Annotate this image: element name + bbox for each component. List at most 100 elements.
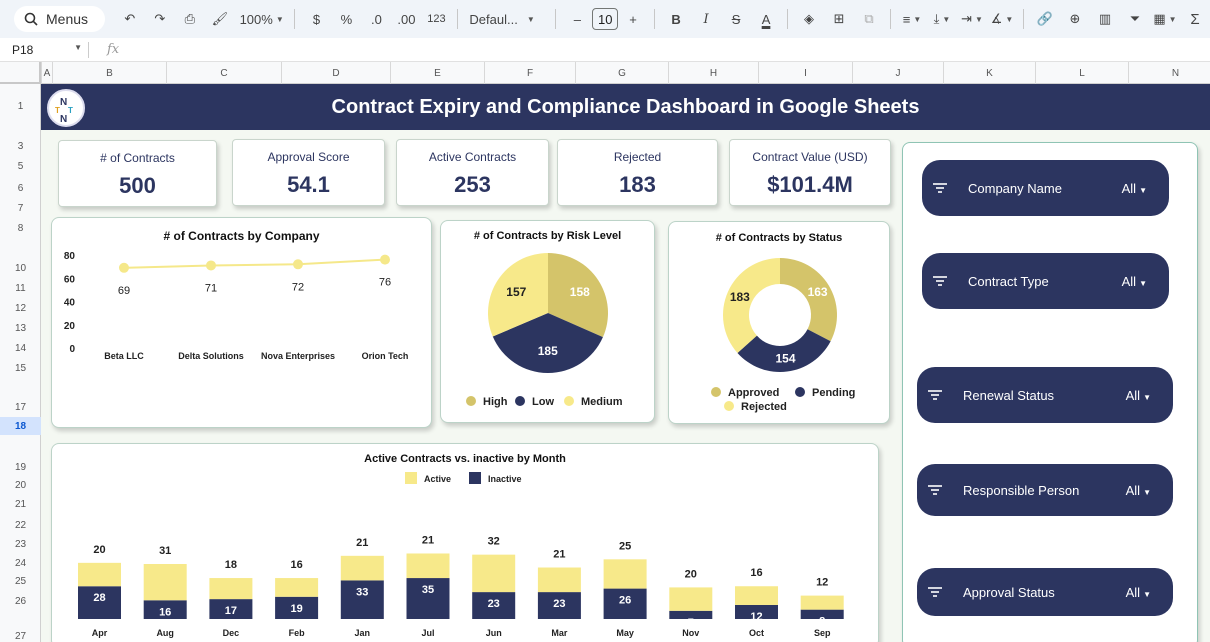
column-header-j[interactable]: J <box>852 62 943 84</box>
row-header-10[interactable]: 10 <box>14 262 27 274</box>
undo-icon[interactable]: ↶ <box>124 11 136 26</box>
filter-icon[interactable]: ⏷ <box>1129 11 1141 26</box>
row-header-6[interactable]: 6 <box>17 182 24 194</box>
row-header-12[interactable]: 12 <box>14 302 27 314</box>
row-header-5[interactable]: 5 <box>17 160 24 172</box>
filter-value[interactable]: All ▼ <box>1126 585 1151 600</box>
chart-icon[interactable]: ▥ <box>1098 11 1112 26</box>
decrease-font-size-button[interactable]: – <box>573 11 581 27</box>
row-header-23[interactable]: 23 <box>14 538 27 550</box>
chart-contracts-by-status[interactable]: # of Contracts by Status 163 154 183 Approv… <box>668 221 890 424</box>
row-header-11[interactable]: 11 <box>15 282 26 294</box>
filter-renewal-status[interactable]: Renewal Status All ▼ <box>917 367 1173 423</box>
number-format-button[interactable]: 123 <box>427 13 446 25</box>
row-header-19[interactable]: 19 <box>14 461 27 473</box>
row-header-21[interactable]: 21 <box>14 498 27 510</box>
fill-color-icon[interactable]: ◈ <box>804 11 815 26</box>
row-header-15[interactable]: 15 <box>14 362 27 374</box>
data-label-inactive: 23 <box>488 598 500 610</box>
filter-responsible-person[interactable]: Responsible Person All ▼ <box>917 464 1173 516</box>
filter-value[interactable]: All ▼ <box>1122 274 1147 289</box>
row-header-1[interactable]: 1 <box>17 100 24 112</box>
column-header-a[interactable]: A <box>41 62 52 84</box>
strikethrough-button[interactable]: S <box>731 11 741 27</box>
filter-value[interactable]: All ▼ <box>1126 388 1151 403</box>
column-header-b[interactable]: B <box>52 62 166 84</box>
merge-cells-icon[interactable]: ⧉ <box>864 11 874 26</box>
column-header-d[interactable]: D <box>281 62 390 84</box>
column-header-k[interactable]: K <box>943 62 1035 84</box>
filter-views-icon[interactable]: ▦ ▼ <box>1153 11 1177 26</box>
bold-button[interactable]: B <box>671 11 681 27</box>
row-header-3[interactable]: 3 <box>17 140 24 152</box>
chevron-down-icon: ▼ <box>1168 14 1177 24</box>
column-header-c[interactable]: C <box>166 62 281 84</box>
functions-button[interactable]: Σ <box>1190 10 1200 28</box>
filter-label: Company Name <box>968 180 1062 196</box>
text-rotation-icon[interactable]: ∡ ▼ <box>990 11 1014 26</box>
align-left-icon[interactable]: ≡ ▼ <box>902 11 922 27</box>
row-header-22[interactable]: 22 <box>14 519 27 531</box>
increase-font-size-button[interactable]: + <box>629 11 637 27</box>
increase-decimal-button[interactable]: .00 <box>397 11 416 27</box>
chevron-down-icon: ▼ <box>942 14 951 24</box>
column-header-i[interactable]: I <box>758 62 852 84</box>
text-color-button[interactable]: A <box>761 11 771 27</box>
row-header-14[interactable]: 14 <box>14 342 27 354</box>
row-header-27[interactable]: 27 <box>14 630 27 642</box>
filter-approval-status[interactable]: Approval Status All ▼ <box>917 568 1173 616</box>
select-all-corner[interactable] <box>0 62 41 84</box>
row-header-26[interactable]: 26 <box>14 595 27 607</box>
zoom-select[interactable]: 100% ▼ <box>238 7 286 31</box>
data-label-active: 25 <box>619 540 631 552</box>
redo-icon[interactable]: ↷ <box>154 11 166 26</box>
filter-value-text: All <box>1125 584 1141 600</box>
chart-title: # of Contracts by Status <box>715 232 843 244</box>
menus-search-button[interactable]: Menus <box>14 6 106 32</box>
row-header-8[interactable]: 8 <box>17 222 24 234</box>
paint-format-icon[interactable]: 🖌 <box>211 11 229 26</box>
font-size-input[interactable]: 10 <box>592 8 619 30</box>
filter-value-text: All <box>1121 273 1137 289</box>
column-header-n[interactable]: N <box>1128 62 1210 84</box>
font-select[interactable]: Defaul... ▼ <box>467 7 546 31</box>
chevron-down-icon: ▼ <box>1143 589 1151 599</box>
filter-value[interactable]: All ▼ <box>1126 483 1151 498</box>
print-icon[interactable]: ⎙ <box>184 11 196 26</box>
currency-format-button[interactable]: $ <box>312 11 321 27</box>
filter-contract-type[interactable]: Contract Type All ▼ <box>922 253 1169 309</box>
legend-label: Low <box>532 396 554 408</box>
row-header-24[interactable]: 24 <box>14 557 27 569</box>
row-header-17[interactable]: 17 <box>14 401 27 413</box>
column-header-g[interactable]: G <box>575 62 668 84</box>
slice-label: 163 <box>808 285 828 299</box>
decrease-decimal-button[interactable]: .0 <box>371 11 382 27</box>
percent-format-button[interactable]: % <box>340 11 353 27</box>
chart-active-vs-inactive[interactable]: Active Contracts vs. inactive by Month A… <box>51 443 879 642</box>
data-label-active: 12 <box>816 577 828 589</box>
row-header-25[interactable]: 25 <box>14 575 27 587</box>
borders-icon[interactable]: ⊞ <box>833 11 845 26</box>
filter-company-name[interactable]: Company Name All ▼ <box>922 160 1169 216</box>
italic-button[interactable]: I <box>703 11 709 27</box>
x-tick-label: Aug <box>156 628 174 638</box>
column-header-e[interactable]: E <box>390 62 484 84</box>
column-header-f[interactable]: F <box>484 62 575 84</box>
filter-value[interactable]: All ▼ <box>1122 181 1147 196</box>
row-header-7[interactable]: 7 <box>17 202 24 214</box>
name-box[interactable]: P18 ▼ <box>0 43 88 57</box>
row-header-13[interactable]: 13 <box>14 322 27 334</box>
row-header-20[interactable]: 20 <box>14 479 27 491</box>
text-wrap-icon[interactable]: ⇥ ▼ <box>961 11 983 26</box>
sheet-canvas[interactable]: N T T N Contract Expiry and Compliance D… <box>41 84 1210 642</box>
column-header-l[interactable]: L <box>1035 62 1128 84</box>
vertical-align-icon[interactable]: ⤓ ▼ <box>933 11 951 26</box>
row-header-18[interactable]: 18 <box>0 417 41 435</box>
link-icon[interactable]: 🔗 <box>1036 11 1054 26</box>
comment-icon[interactable]: ⊕ <box>1069 11 1081 26</box>
chart-contracts-by-risk[interactable]: # of Contracts by Risk Level 158 185 157 Hi… <box>440 220 655 423</box>
chart-contracts-by-company[interactable]: # of Contracts by Company 0 20 40 60 80 69 Bet… <box>51 217 432 428</box>
data-label-inactive: 23 <box>553 598 565 610</box>
column-header-h[interactable]: H <box>668 62 758 84</box>
pie-slice <box>723 258 780 353</box>
